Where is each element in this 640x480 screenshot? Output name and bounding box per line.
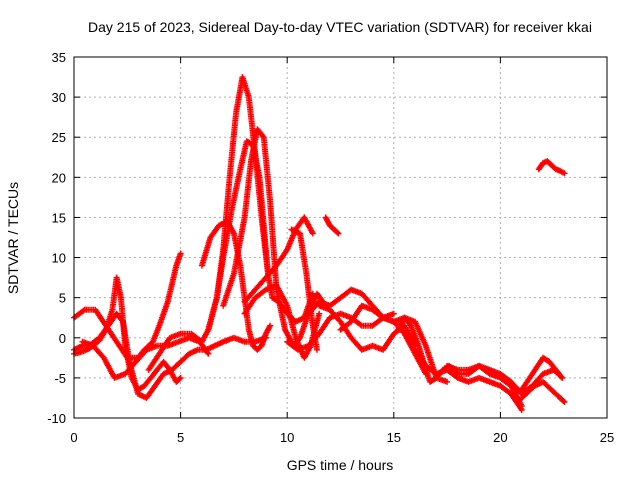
x-tick-label: 10 — [280, 430, 294, 445]
series-arc-20 — [508, 354, 566, 397]
series-arc-3 — [71, 250, 184, 361]
data-point — [177, 250, 184, 257]
y-tick-label: 5 — [59, 291, 66, 306]
y-tick-labels: -10 -5 0 5 10 15 20 25 30 35 — [47, 50, 66, 426]
series-arc-17 — [395, 314, 525, 409]
data-point — [518, 407, 525, 413]
data-point — [309, 230, 316, 237]
data-point — [444, 378, 451, 385]
x-axis-label: GPS time / hours — [287, 457, 394, 473]
data-point — [334, 229, 341, 236]
series-arc-11 — [288, 226, 320, 353]
y-tick-label: 10 — [52, 251, 66, 266]
data-point — [316, 310, 323, 317]
data-point — [559, 374, 566, 381]
data-point — [267, 322, 274, 329]
data-point — [205, 350, 212, 357]
data-point — [176, 375, 183, 382]
x-tick-label: 25 — [600, 430, 614, 445]
data-point — [561, 399, 568, 405]
x-tick-labels: 0 5 10 15 20 25 — [70, 430, 614, 445]
series-arc-21 — [514, 378, 568, 405]
series-arc-22 — [535, 158, 568, 177]
x-tick-label: 0 — [70, 430, 77, 445]
series-arc-9 — [241, 214, 316, 305]
y-tick-label: 20 — [52, 170, 66, 185]
x-tick-label: 15 — [387, 430, 401, 445]
y-tick-label: -10 — [47, 411, 66, 426]
data-point — [560, 398, 567, 404]
y-axis-label: SDTVAR / TECUs — [5, 182, 21, 294]
y-tick-label: 30 — [52, 90, 66, 105]
data-point — [561, 170, 568, 177]
x-tick-label: 20 — [493, 430, 507, 445]
series-arc-15 — [322, 214, 342, 237]
data-marks — [71, 74, 568, 413]
data-point — [177, 374, 184, 381]
data-point — [335, 230, 342, 237]
data-point — [390, 310, 397, 317]
data-point — [314, 346, 320, 353]
series-arc-4 — [79, 334, 212, 381]
x-tick-label: 5 — [177, 430, 184, 445]
chart-title: Day 215 of 2023, Sidereal Day-to-day VTE… — [88, 19, 592, 35]
y-tick-label: -5 — [54, 371, 66, 386]
y-tick-label: 15 — [52, 210, 66, 225]
plot-frame — [73, 56, 608, 419]
series-arc-18 — [412, 346, 525, 413]
y-tick-label: 25 — [52, 130, 66, 145]
y-tick-label: 35 — [52, 50, 66, 65]
y-tick-label: 0 — [59, 331, 66, 346]
